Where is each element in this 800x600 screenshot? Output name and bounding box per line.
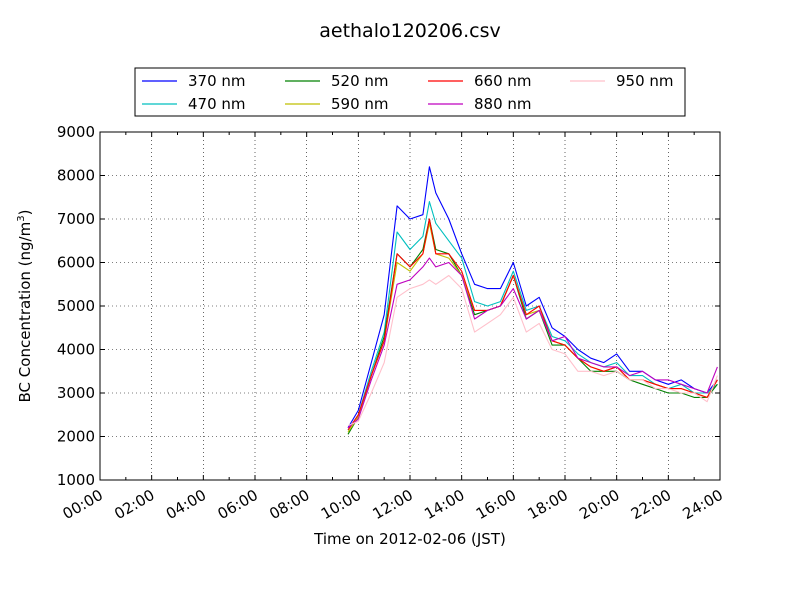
legend-label: 470 nm (188, 95, 246, 113)
y-tick-label: 8000 (57, 167, 95, 185)
chart-title: aethalo120206.csv (319, 20, 501, 42)
legend-label: 660 nm (474, 72, 532, 90)
legend-entry: 470 nm (142, 95, 246, 113)
series-lines (347, 166, 718, 435)
y-tick-label: 7000 (57, 210, 95, 228)
legend-label: 880 nm (474, 95, 532, 113)
y-tick-label: 4000 (57, 341, 95, 359)
y-tick-label: 1000 (57, 471, 95, 489)
plot-area-frame (99, 131, 721, 481)
y-tick-labels: 1000 2000 3000 4000 5000 6000 7000 8000 9000 (57, 123, 95, 489)
y-axis-label-main: BC Concentration (ng/m (16, 222, 34, 403)
y-axis-label: BC Concentration (ng/m3) (16, 210, 34, 403)
y-tick-label: 5000 (57, 297, 95, 315)
y-axis-label-superscript: 3 (16, 215, 27, 221)
series-line-950-nm (347, 274, 718, 427)
y-tick-label: 2000 (57, 428, 95, 446)
y-axis-label-close: ) (16, 210, 34, 216)
series-line-880-nm (347, 257, 718, 429)
legend-label: 950 nm (616, 72, 674, 90)
legend-label: 590 nm (331, 95, 389, 113)
legend: 370 nm 470 nm 520 nm 590 nm 660 nm 880 nm 950 … (134, 67, 686, 117)
legend-entry: 520 nm (285, 72, 389, 90)
legend-entry: 880 nm (428, 95, 532, 113)
y-tick-label: 6000 (57, 254, 95, 272)
legend-frame (134, 67, 686, 117)
legend-entry: 370 nm (142, 72, 246, 90)
series-line-660-nm (347, 218, 718, 431)
legend-label: 520 nm (331, 72, 389, 90)
legend-entry: 950 nm (570, 72, 674, 90)
y-tick-label: 3000 (57, 384, 95, 402)
x-axis-label: Time on 2012-02-06 (JST) (313, 530, 506, 548)
legend-label: 370 nm (188, 72, 246, 90)
legend-entries: 370 nm 470 nm 520 nm 590 nm 660 nm 880 nm 950 … (142, 72, 674, 113)
legend-entry: 660 nm (428, 72, 532, 90)
legend-entry: 590 nm (285, 95, 389, 113)
y-tick-label: 9000 (57, 123, 95, 141)
